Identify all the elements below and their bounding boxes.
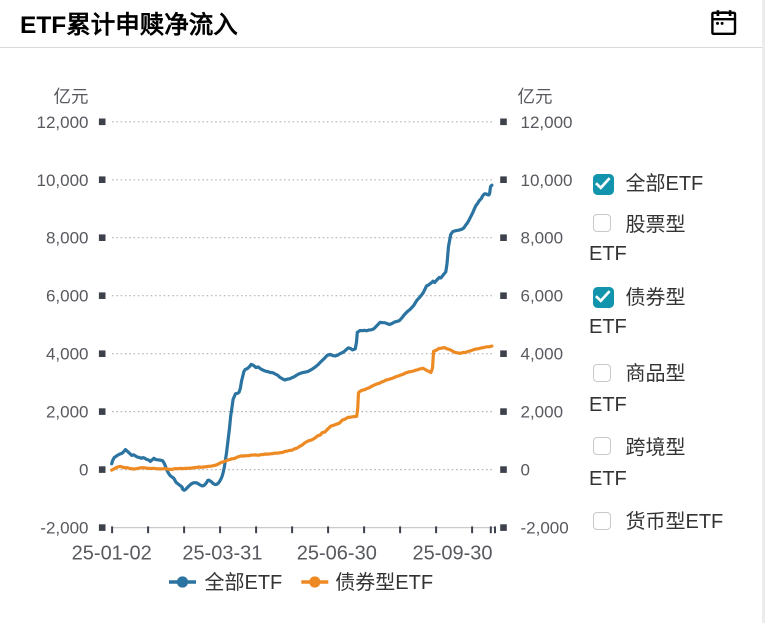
- svg-text:8,000: 8,000: [46, 229, 89, 248]
- svg-text:6,000: 6,000: [46, 287, 89, 306]
- svg-text:亿元: 亿元: [54, 87, 89, 107]
- svg-text:债券型ETF: 债券型ETF: [335, 571, 433, 594]
- svg-text:12,000: 12,000: [37, 113, 89, 132]
- svg-text:-2,000: -2,000: [40, 519, 88, 538]
- svg-text:8,000: 8,000: [521, 229, 564, 248]
- svg-text:亿元: 亿元: [518, 87, 553, 107]
- svg-text:25-01-02: 25-01-02: [72, 543, 152, 565]
- svg-text:全部ETF: 全部ETF: [205, 571, 283, 594]
- svg-text:2,000: 2,000: [521, 403, 564, 422]
- svg-text:25-06-30: 25-06-30: [297, 543, 377, 565]
- svg-text:25-09-30: 25-09-30: [412, 543, 492, 565]
- svg-text:-2,000: -2,000: [521, 519, 569, 538]
- svg-text:25-03-31: 25-03-31: [182, 543, 262, 565]
- svg-text:6,000: 6,000: [521, 287, 564, 306]
- svg-text:0: 0: [79, 461, 88, 480]
- svg-text:12,000: 12,000: [521, 113, 573, 132]
- svg-text:10,000: 10,000: [37, 171, 89, 190]
- svg-text:4,000: 4,000: [46, 345, 89, 364]
- svg-text:0: 0: [521, 461, 530, 480]
- svg-text:4,000: 4,000: [521, 345, 564, 364]
- svg-text:2,000: 2,000: [46, 403, 89, 422]
- svg-text:10,000: 10,000: [521, 171, 573, 190]
